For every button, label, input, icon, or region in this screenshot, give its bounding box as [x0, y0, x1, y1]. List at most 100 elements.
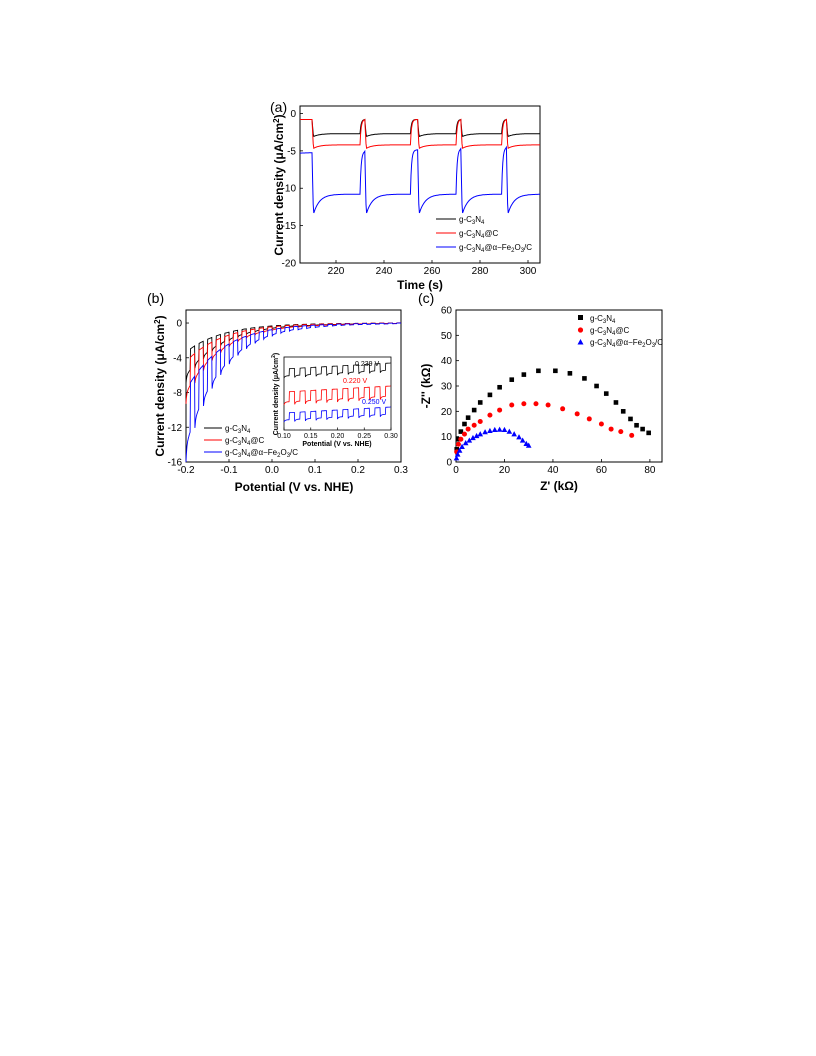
point-g-c3n4 — [477, 400, 483, 405]
x-tick-label: 60 — [596, 465, 608, 476]
inset-series — [283, 362, 391, 423]
x-tick-label: -0.1 — [220, 465, 238, 476]
point-g-c3n4-c — [598, 421, 604, 427]
point-g-c3n4-fe2o3-c — [477, 431, 484, 437]
y-tick-label: -8 — [173, 388, 182, 399]
legend-label-g-c3n4-c: g-C3N4@C — [590, 326, 629, 337]
point-g-c3n4 — [553, 368, 558, 374]
panel-c-ylabel: -Z'' (kΩ) — [419, 364, 433, 409]
legend-marker-g-c3n4 — [578, 315, 583, 320]
point-g-c3n4 — [567, 371, 573, 376]
y-tick-label: 60 — [441, 306, 453, 317]
x-tick-label: 220 — [328, 266, 345, 277]
point-g-c3n4 — [603, 391, 609, 396]
point-g-c3n4-fe2o3-c — [473, 432, 480, 439]
legend-marker-g-c3n4-c — [577, 327, 584, 333]
point-g-c3n4-fe2o3-c — [466, 437, 473, 443]
panel-b-inset: 0.10 0.15 0.20 0.25 0.30 0.239 V 0.220 V 0.2… — [271, 353, 398, 448]
legend-label-g-c3n4-fe2o3-c: g-C3N4@α−Fe2O3/C — [225, 448, 298, 459]
panel-a-xlabel: Time (s) — [397, 278, 443, 292]
point-g-c3n4 — [497, 384, 502, 390]
legend-label-g-c3n4-c: g-C3N4@C — [225, 436, 264, 447]
point-g-c3n4-c — [477, 418, 483, 424]
x-tick-label: 240 — [376, 266, 393, 277]
panel-c-axes: 0 20 40 60 80 0 10 20 30 40 50 60 — [441, 306, 656, 477]
point-g-c3n4-c — [608, 426, 614, 432]
point-g-c3n4-fe2o3-c — [496, 426, 503, 432]
x-tick-label: 80 — [644, 465, 656, 476]
series-line-1 — [300, 118, 540, 149]
panel-b-xlabel: Potential (V vs. NHE) — [235, 480, 354, 494]
point-g-c3n4-fe2o3-c — [459, 443, 465, 449]
point-g-c3n4-fe2o3-c — [462, 440, 469, 446]
x-tick-label: 0.2 — [351, 465, 365, 476]
point-g-c3n4-c — [521, 401, 527, 407]
point-g-c3n4 — [458, 429, 464, 434]
y-tick-label: 50 — [441, 331, 453, 342]
legend-label-g-c3n4: g-C3N4 — [590, 314, 616, 325]
point-g-c3n4-fe2o3-c — [519, 437, 526, 443]
y-tick-label: 0 — [446, 458, 452, 469]
inset-x-tick-label: 0.20 — [331, 433, 345, 440]
point-g-c3n4 — [465, 415, 471, 420]
legend-label-g-c3n4-fe2o3-c: g-C3N4@α−Fe2O3/C — [459, 243, 532, 254]
x-tick-label: 280 — [472, 266, 489, 277]
point-g-c3n4-c — [560, 406, 566, 412]
panel-b-axes: -0.2 -0.1 0.0 0.1 0.2 0.3 -16 -12 -8 -4 0 — [168, 319, 409, 476]
y-tick-label: -15 — [282, 221, 297, 232]
inset-annotation-red: 0.220 V — [343, 378, 367, 385]
point-g-c3n4-c — [533, 401, 539, 407]
panel-c-plot-frame — [455, 309, 663, 463]
x-tick-label: 0.3 — [394, 465, 408, 476]
series-line-2 — [300, 145, 541, 214]
inset-ylabel: Current density (μA/cm2) — [271, 353, 280, 436]
point-g-c3n4-c — [629, 432, 635, 438]
y-tick-label: -10 — [282, 184, 297, 195]
x-tick-label: 0 — [453, 465, 459, 476]
panel-a-series — [300, 118, 541, 214]
point-g-c3n4-c — [574, 411, 580, 417]
inset-x-tick-label: 0.15 — [304, 433, 318, 440]
legend-label-g-c3n4-fe2o3-c: g-C3N4@α−Fe2O3/C — [590, 338, 663, 349]
inset-annotation-blue: 0.250 V — [362, 399, 386, 406]
panel-b-series — [185, 322, 401, 463]
point-g-c3n4-c — [497, 407, 503, 413]
inset-series-line-2 — [283, 406, 391, 423]
point-g-c3n4-c — [509, 402, 515, 408]
panel-a-plot-frame — [299, 105, 541, 264]
point-g-c3n4 — [471, 407, 477, 413]
x-tick-label: 260 — [424, 266, 441, 277]
inset-series-line-0 — [283, 362, 391, 379]
x-tick-label: -0.2 — [177, 465, 195, 476]
panel-b: (b) -0.2 -0.1 0.0 0.1 0.2 0.3 -16 -12 -8 -4 0 Pote… — [147, 290, 408, 494]
point-g-c3n4 — [487, 392, 493, 398]
point-g-c3n4-c — [471, 422, 477, 428]
point-g-c3n4-c — [465, 426, 471, 432]
panel-c-series — [453, 368, 651, 461]
y-tick-label: 40 — [441, 356, 453, 367]
point-g-c3n4-c — [545, 402, 551, 408]
point-g-c3n4-fe2o3-c — [456, 447, 463, 453]
point-g-c3n4-c — [586, 416, 592, 422]
legend-label-g-c3n4-c: g-C3N4@C — [459, 229, 498, 240]
point-g-c3n4 — [628, 416, 633, 422]
point-g-c3n4-fe2o3-c — [487, 427, 493, 434]
y-tick-label: -16 — [168, 458, 183, 469]
point-g-c3n4-fe2o3-c — [501, 426, 508, 433]
point-g-c3n4 — [454, 447, 460, 452]
point-g-c3n4-fe2o3-c — [491, 426, 498, 433]
panel-c-legend: g-C3N4 g-C3N4@C g-C3N4@α−Fe2O3/C — [577, 314, 663, 349]
inset-x-tick-label: 0.10 — [277, 433, 291, 440]
point-g-c3n4 — [509, 377, 515, 382]
point-g-c3n4-c — [455, 441, 461, 447]
point-g-c3n4-fe2o3-c — [511, 431, 517, 437]
point-g-c3n4 — [640, 426, 645, 432]
panel-b-legend: g-C3N4 g-C3N4@C g-C3N4@α−Fe2O3/C — [204, 424, 298, 459]
point-g-c3n4-c — [458, 436, 464, 442]
legend-label-g-c3n4: g-C3N4 — [225, 424, 251, 435]
series-line-2 — [185, 322, 401, 463]
point-g-c3n4-fe2o3-c — [506, 428, 513, 434]
inset-annotation-black: 0.239 V — [355, 361, 379, 368]
inset-axes: 0.10 0.15 0.20 0.25 0.30 — [277, 427, 398, 440]
